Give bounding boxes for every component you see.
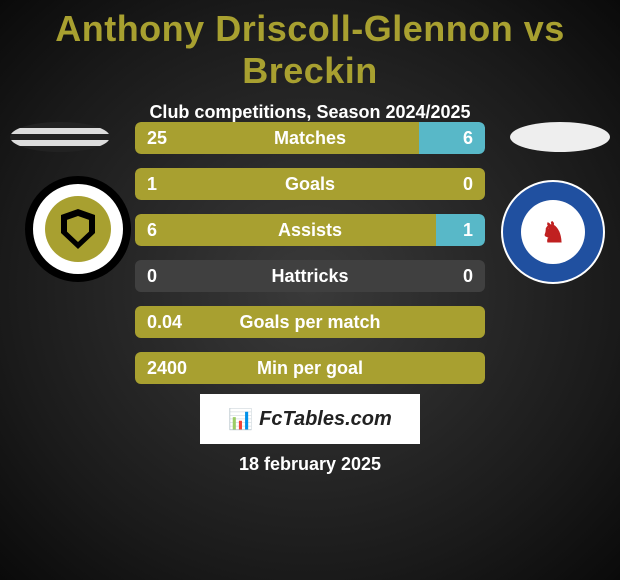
chart-icon: 📊 bbox=[228, 407, 253, 432]
crest-right-inner: ♞ bbox=[521, 200, 585, 264]
comparison-infographic: Anthony Driscoll-Glennon vs Breckin Club… bbox=[0, 0, 620, 580]
stat-row: 0.04Goals per match bbox=[135, 306, 485, 338]
stat-row: 61Assists bbox=[135, 214, 485, 246]
stat-label: Goals per match bbox=[135, 312, 485, 333]
stat-row: 10Goals bbox=[135, 168, 485, 200]
club-crest-left bbox=[25, 176, 131, 282]
stat-row: 00Hattricks bbox=[135, 260, 485, 292]
club-crest-right: ♞ bbox=[501, 180, 605, 284]
brand-badge: 📊 FcTables.com bbox=[200, 394, 420, 444]
stat-label: Hattricks bbox=[135, 266, 485, 287]
stat-label: Matches bbox=[135, 128, 485, 149]
stat-label: Goals bbox=[135, 174, 485, 195]
lion-icon: ♞ bbox=[540, 216, 565, 249]
crest-left-ring bbox=[45, 196, 111, 262]
stat-label: Assists bbox=[135, 220, 485, 241]
stats-bars: 256Matches 10Goals 61Assists 00Hattricks 0.0… bbox=[135, 122, 485, 398]
brand-text: FcTables.com bbox=[259, 408, 392, 431]
date-label: 18 february 2025 bbox=[0, 454, 620, 475]
crest-left-shield-inner bbox=[67, 216, 89, 242]
flag-right bbox=[510, 122, 610, 152]
stat-row: 256Matches bbox=[135, 122, 485, 154]
stat-label: Min per goal bbox=[135, 358, 485, 379]
stat-row: 2400Min per goal bbox=[135, 352, 485, 384]
main-title: Anthony Driscoll-Glennon vs Breckin bbox=[0, 0, 620, 92]
crest-left-shield bbox=[61, 209, 95, 249]
subtitle: Club competitions, Season 2024/2025 bbox=[0, 102, 620, 123]
flag-left bbox=[10, 122, 110, 152]
